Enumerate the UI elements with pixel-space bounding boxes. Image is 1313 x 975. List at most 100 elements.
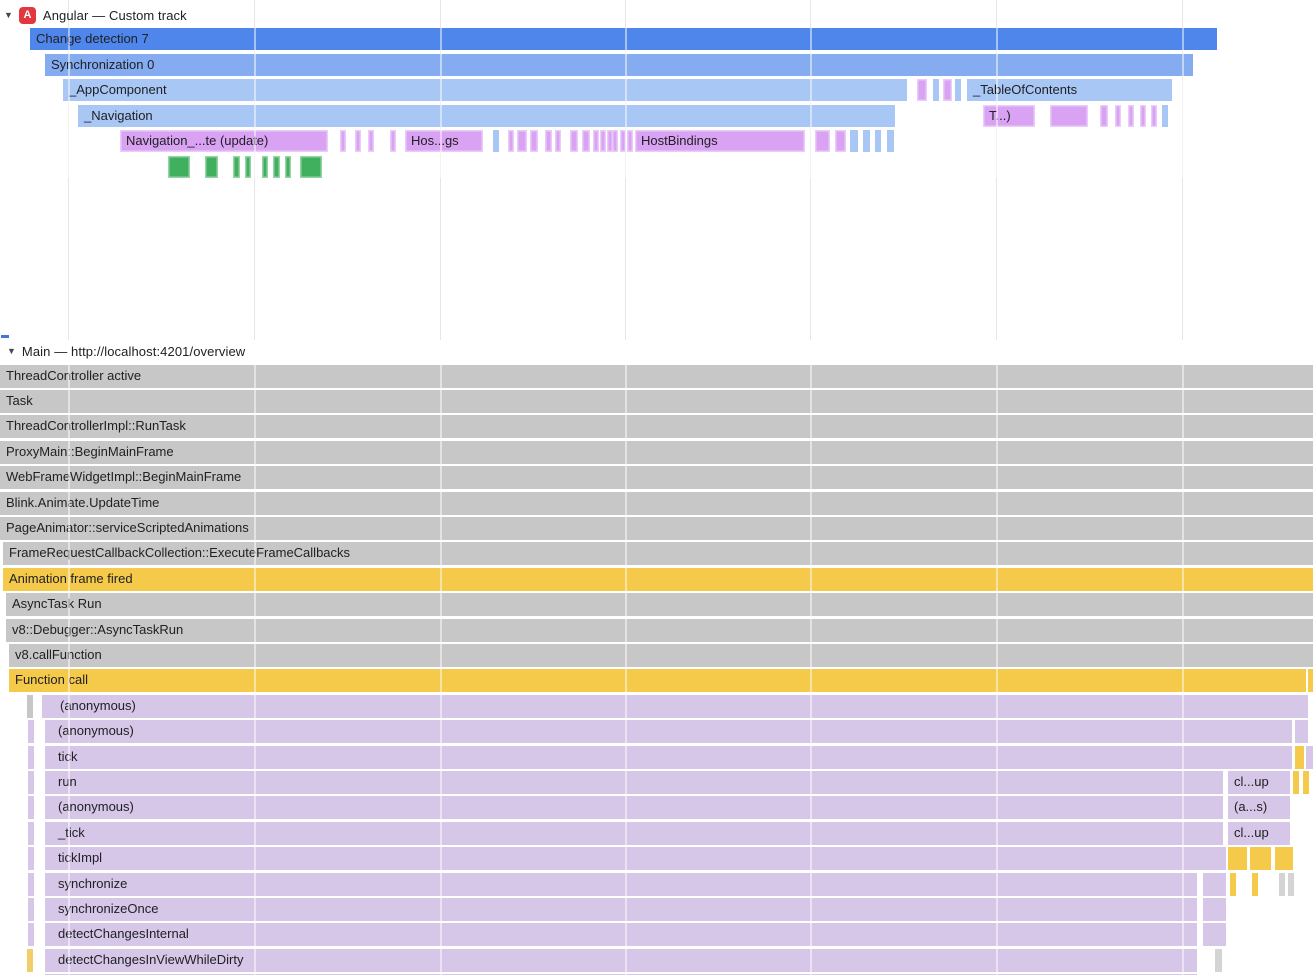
- flame-bar[interactable]: v8::Debugger::AsyncTaskRun: [6, 619, 1313, 642]
- flame-bar[interactable]: PageAnimator::serviceScriptedAnimations: [0, 517, 1313, 540]
- flame-bar[interactable]: [1275, 847, 1293, 870]
- flame-bar[interactable]: [28, 923, 34, 946]
- flame-bar[interactable]: detectChangesInternal: [45, 923, 1197, 946]
- flame-bar[interactable]: _TableOfContents: [967, 79, 1172, 101]
- flame-bar[interactable]: [545, 130, 552, 152]
- flame-bar[interactable]: [355, 130, 361, 152]
- flame-bar[interactable]: [1203, 873, 1226, 896]
- flame-bar[interactable]: cl...up: [1228, 822, 1290, 845]
- flame-bar[interactable]: [1115, 105, 1121, 127]
- flame-bar[interactable]: Hos...gs: [405, 130, 483, 152]
- flame-bar[interactable]: run: [45, 771, 1223, 794]
- flame-bar[interactable]: synchronizeOnce: [45, 898, 1197, 921]
- flame-bar[interactable]: _AppComponent: [63, 79, 907, 101]
- flame-bar[interactable]: [1215, 949, 1222, 972]
- flame-bar[interactable]: [1151, 105, 1157, 127]
- flame-bar[interactable]: Synchronization 0: [45, 54, 1193, 76]
- flame-bar[interactable]: ThreadControllerImpl::RunTask: [0, 415, 1313, 438]
- flame-bar[interactable]: HostBindings: [635, 130, 805, 152]
- flame-bar[interactable]: [933, 79, 939, 101]
- flame-bar[interactable]: [850, 130, 858, 152]
- flame-bar[interactable]: [593, 130, 599, 152]
- flame-bar[interactable]: [28, 720, 34, 743]
- flame-bar[interactable]: [555, 130, 561, 152]
- flame-bar[interactable]: [28, 771, 34, 794]
- flame-bar[interactable]: Task: [0, 390, 1313, 413]
- flame-bar[interactable]: [1203, 898, 1226, 921]
- flame-bar[interactable]: _Navigation: [78, 105, 895, 127]
- flame-bar[interactable]: [168, 156, 190, 178]
- flame-bar[interactable]: [273, 156, 280, 178]
- flame-bar[interactable]: detectChangesInViewWhileDirty: [45, 949, 1197, 972]
- track-divider-indicator[interactable]: [1, 335, 9, 338]
- main-track-header[interactable]: ▼ Main — http://localhost:4201/overview: [7, 341, 245, 361]
- flame-bar[interactable]: [1303, 771, 1309, 794]
- flame-bar[interactable]: [607, 130, 613, 152]
- flame-bar[interactable]: [1288, 873, 1294, 896]
- flame-bar[interactable]: [205, 156, 218, 178]
- flame-bar[interactable]: ProxyMain::BeginMainFrame: [0, 441, 1313, 464]
- flame-bar[interactable]: [1203, 923, 1226, 946]
- angular-track-header[interactable]: ▼ A Angular — Custom track: [4, 4, 187, 26]
- flame-bar[interactable]: [27, 695, 33, 718]
- flame-bar[interactable]: Function call: [9, 669, 1306, 692]
- flame-bar[interactable]: [42, 695, 48, 718]
- flame-bar[interactable]: [1250, 847, 1271, 870]
- flame-bar[interactable]: [600, 130, 606, 152]
- flame-bar[interactable]: [1050, 105, 1088, 127]
- flame-bar[interactable]: [620, 130, 626, 152]
- flame-bar[interactable]: [943, 79, 952, 101]
- flame-bar[interactable]: (anonymous): [45, 796, 1223, 819]
- flame-bar[interactable]: [28, 898, 34, 921]
- flame-bar[interactable]: [300, 156, 322, 178]
- flame-bar[interactable]: Blink.Animate.UpdateTime: [0, 492, 1313, 515]
- flame-bar[interactable]: _tick: [45, 822, 1223, 845]
- flame-bar[interactable]: Navigation_...te (update): [120, 130, 328, 152]
- flame-bar[interactable]: [627, 130, 633, 152]
- flame-bar[interactable]: [28, 746, 34, 769]
- flame-bar[interactable]: [1293, 771, 1299, 794]
- flame-bar[interactable]: [1308, 669, 1313, 692]
- flame-bar[interactable]: [835, 130, 846, 152]
- flame-bar[interactable]: tickImpl: [45, 847, 1226, 870]
- flame-bar[interactable]: [1162, 105, 1168, 127]
- flame-bar[interactable]: [917, 79, 927, 101]
- flame-bar[interactable]: [27, 949, 33, 972]
- collapse-triangle-icon[interactable]: ▼: [7, 346, 16, 356]
- flame-bar[interactable]: cl...up: [1228, 771, 1290, 794]
- flame-bar[interactable]: [530, 130, 538, 152]
- flame-bar[interactable]: FrameRequestCallbackCollection::ExecuteF…: [3, 542, 1313, 565]
- flame-bar[interactable]: [1306, 746, 1313, 769]
- flame-bar[interactable]: [1230, 873, 1236, 896]
- flame-bar[interactable]: [508, 130, 514, 152]
- flame-bar[interactable]: [612, 130, 618, 152]
- flame-bar[interactable]: [955, 79, 961, 101]
- flame-bar[interactable]: WebFrameWidgetImpl::BeginMainFrame: [0, 466, 1313, 489]
- flame-bar[interactable]: ThreadController active: [0, 365, 1313, 388]
- flame-bar[interactable]: [1128, 105, 1134, 127]
- flame-bar[interactable]: [28, 822, 34, 845]
- flame-bar[interactable]: (anonymous): [47, 695, 1308, 718]
- flame-bar[interactable]: [1228, 847, 1247, 870]
- flame-bar[interactable]: [1279, 873, 1285, 896]
- flame-bar[interactable]: [887, 130, 894, 152]
- flame-bar[interactable]: (a...s): [1228, 796, 1290, 819]
- flame-bar[interactable]: [570, 130, 578, 152]
- flame-bar[interactable]: [1252, 873, 1258, 896]
- flame-bar[interactable]: [875, 130, 881, 152]
- collapse-triangle-icon[interactable]: ▼: [4, 10, 13, 20]
- flame-bar[interactable]: [28, 847, 34, 870]
- flame-bar[interactable]: [245, 156, 251, 178]
- flame-bar[interactable]: [1295, 720, 1308, 743]
- flame-bar[interactable]: [1100, 105, 1108, 127]
- flame-bar[interactable]: [368, 130, 374, 152]
- flame-bar[interactable]: [1295, 746, 1304, 769]
- flame-bar[interactable]: AsyncTask Run: [6, 593, 1313, 616]
- flame-bar[interactable]: [517, 130, 527, 152]
- flame-bar[interactable]: [582, 130, 590, 152]
- flame-bar[interactable]: [815, 130, 830, 152]
- flame-bar[interactable]: T...): [983, 105, 1035, 127]
- flame-bar[interactable]: (anonymous): [45, 720, 1292, 743]
- flame-bar[interactable]: [28, 796, 34, 819]
- flame-bar[interactable]: Animation frame fired: [3, 568, 1313, 591]
